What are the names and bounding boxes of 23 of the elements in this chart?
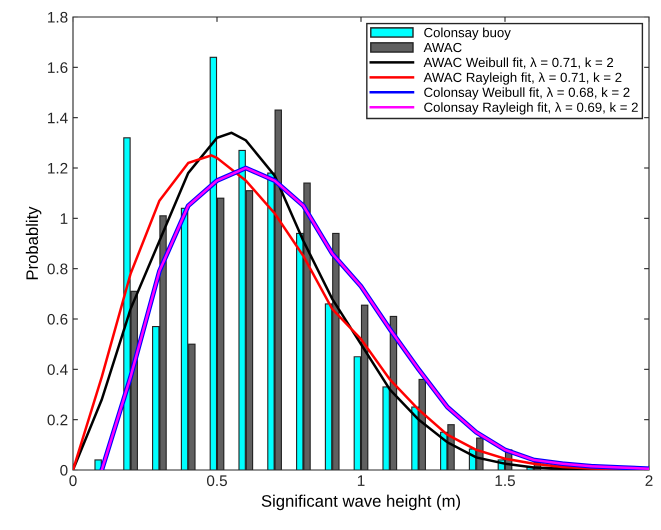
y-axis-title: Probablity bbox=[26, 206, 42, 280]
legend-label: AWAC Weibull fit, λ = 0.71, k = 2 bbox=[424, 57, 614, 69]
x-tick-label: 1.5 bbox=[496, 475, 515, 486]
y-tick-label: 0.8 bbox=[48, 264, 68, 274]
y-tick-label: 1 bbox=[60, 213, 68, 224]
y-tick-label: 0.2 bbox=[48, 414, 68, 426]
y-tick-label: 1.2 bbox=[48, 162, 68, 174]
y-tick-label: 1.8 bbox=[48, 12, 68, 23]
legend-label: Colonsay buoy bbox=[424, 28, 511, 40]
legend-label: AWAC bbox=[424, 42, 462, 52]
x-tick-label: 1 bbox=[358, 475, 365, 486]
legend-label: Colonsay Rayleigh fit, λ = 0.69, k = 2 bbox=[424, 102, 638, 115]
x-tick-label: 0.5 bbox=[206, 475, 227, 486]
y-tick-label: 0.6 bbox=[48, 314, 68, 325]
y-tick-label: 1.4 bbox=[48, 112, 68, 124]
legend-label: AWAC Rayleigh fit, λ = 0.71, k = 2 bbox=[424, 72, 622, 85]
x-tick-label: 0 bbox=[69, 475, 77, 486]
y-tick-label: 0 bbox=[60, 464, 68, 476]
x-tick-label: 2 bbox=[646, 475, 652, 486]
x-axis-title: Significant wave height (m) bbox=[262, 494, 460, 510]
legend-label: Colonsay Weibull fit, λ = 0.68, k = 2 bbox=[424, 87, 630, 100]
y-tick-label: 1.6 bbox=[48, 62, 68, 74]
y-tick-label: 0.4 bbox=[48, 364, 68, 376]
